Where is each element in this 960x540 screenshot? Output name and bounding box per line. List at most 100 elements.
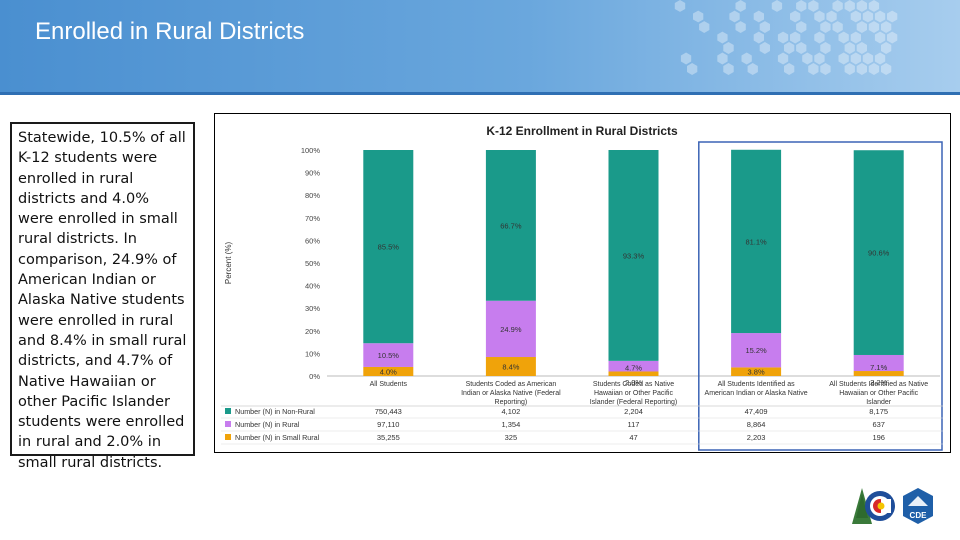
category-label: Islander (Federal Reporting): [590, 399, 678, 406]
hexagon-tile: [868, 21, 880, 33]
data-label: 10.5%: [378, 351, 400, 360]
legend-label: Number (N) in Non-Rural: [235, 407, 315, 416]
hexagon-tile: [814, 52, 825, 65]
hexagon-tile: [814, 31, 825, 44]
hexagon-tile: [777, 31, 789, 44]
slide-title: Enrolled in Rural Districts: [35, 18, 305, 45]
hexagon-tile: [874, 10, 886, 23]
hexagon-tile: [856, 21, 867, 33]
hexagon-tile: [693, 10, 704, 23]
hexagon-tile: [717, 31, 728, 44]
legend-swatch: [225, 434, 231, 440]
bar-segment: [853, 150, 904, 355]
hexagon-tile: [674, 0, 686, 12]
data-label: 4.0%: [380, 367, 397, 376]
table-cell: 8,864: [747, 420, 766, 429]
hexagon-tile: [850, 31, 861, 44]
hexagon-tile: [741, 52, 752, 65]
chart-title: K-12 Enrollment in Rural Districts: [486, 124, 678, 138]
hexagon-tile: [874, 52, 886, 65]
table-cell: 750,443: [375, 407, 402, 416]
cde-logo-icon: CDE: [903, 488, 933, 524]
y-tick-label: 20%: [305, 327, 320, 336]
hexagon-tile: [850, 52, 861, 65]
data-label: 24.9%: [500, 325, 522, 334]
table-cell: 637: [872, 420, 885, 429]
bar-segment: [731, 149, 782, 334]
hexagon-tile: [856, 63, 867, 75]
hexagon-tile: [832, 0, 843, 12]
hexagon-tile: [844, 42, 855, 54]
y-tick-label: 60%: [305, 236, 320, 245]
hexagon-tile: [887, 31, 898, 44]
hexagon-tile: [820, 21, 831, 33]
hexagon-tile: [747, 63, 758, 75]
highlight-box: [698, 141, 943, 451]
y-tick-label: 70%: [305, 214, 320, 223]
category-label: Hawaiian or Other Pacific: [594, 390, 673, 397]
logo-area: CDE: [848, 484, 944, 528]
hexagon-tile: [796, 21, 807, 33]
bar-segment: [731, 333, 782, 368]
category-label: Students Coded as Native: [593, 381, 674, 388]
hexagon-tile: [850, 10, 861, 23]
bar-segment: [608, 360, 659, 372]
table-cell: 325: [505, 433, 518, 442]
bar-segment: [853, 371, 904, 376]
data-label: 85.5%: [378, 243, 400, 252]
data-label: 8.4%: [502, 363, 519, 372]
hexagon-tile: [862, 52, 874, 65]
table-cell: 97,110: [377, 420, 399, 429]
data-label: 2.2%: [870, 378, 887, 387]
hexagon-tile: [814, 10, 825, 23]
bar-segment: [608, 150, 659, 361]
category-label: All Students Identified as: [718, 381, 796, 388]
data-label: 93.3%: [623, 251, 645, 260]
y-tick-label: 100%: [301, 146, 321, 155]
hexagon-tile: [699, 21, 710, 33]
table-cell: 8,175: [869, 407, 888, 416]
hexagon-tile: [808, 0, 819, 12]
y-tick-label: 90%: [305, 169, 320, 178]
data-label: 81.1%: [745, 238, 767, 247]
category-label: Islander: [866, 399, 892, 406]
hexagon-tile: [881, 63, 892, 75]
summary-textbox: Statewide, 10.5% of all K-12 students we…: [10, 122, 195, 471]
hexagon-tile: [680, 52, 692, 65]
chart-frame: K-12 Enrollment in Rural Districts Percen…: [214, 113, 951, 453]
hexagon-tile: [687, 63, 698, 75]
y-tick-label: 80%: [305, 191, 320, 200]
hexagon-tile: [874, 31, 886, 44]
hexagon-tile: [784, 42, 795, 54]
data-label: 7.1%: [870, 363, 887, 372]
hexagon-tile: [723, 42, 734, 54]
hexagon-tile: [832, 21, 843, 33]
bar-segment: [485, 150, 536, 301]
category-label: American Indian or Alaska Native: [705, 390, 808, 397]
bar-segment: [363, 150, 414, 344]
hexagon-tile: [838, 52, 849, 65]
hexagon-tile: [796, 42, 807, 54]
hexagon-tile: [862, 10, 874, 23]
hexagon-tile: [844, 63, 855, 75]
hexagon-tile: [753, 31, 764, 44]
y-tick-label: 40%: [305, 282, 320, 291]
hexagon-tile: [856, 0, 867, 12]
table-cell: 4,102: [502, 407, 521, 416]
category-label: Indian or Alaska Native (Federal: [461, 390, 561, 397]
hexagon-tile: [784, 63, 795, 75]
bar-segment: [853, 354, 904, 372]
category-label: Students Coded as American: [466, 381, 557, 388]
category-label: All Students: [370, 381, 408, 388]
hexagon-tile: [802, 52, 813, 65]
y-axis-label: Percent (%): [224, 242, 233, 285]
data-label: 4.7%: [625, 363, 642, 372]
bar-segment: [608, 371, 659, 376]
hexagon-tile: [868, 63, 880, 75]
hexagon-tile: [759, 42, 770, 54]
bar-segment: [485, 300, 536, 358]
table-cell: 2,203: [747, 433, 766, 442]
bar-segment: [485, 357, 536, 376]
bar-segment: [363, 366, 414, 376]
hexagon-tile: [771, 0, 783, 12]
